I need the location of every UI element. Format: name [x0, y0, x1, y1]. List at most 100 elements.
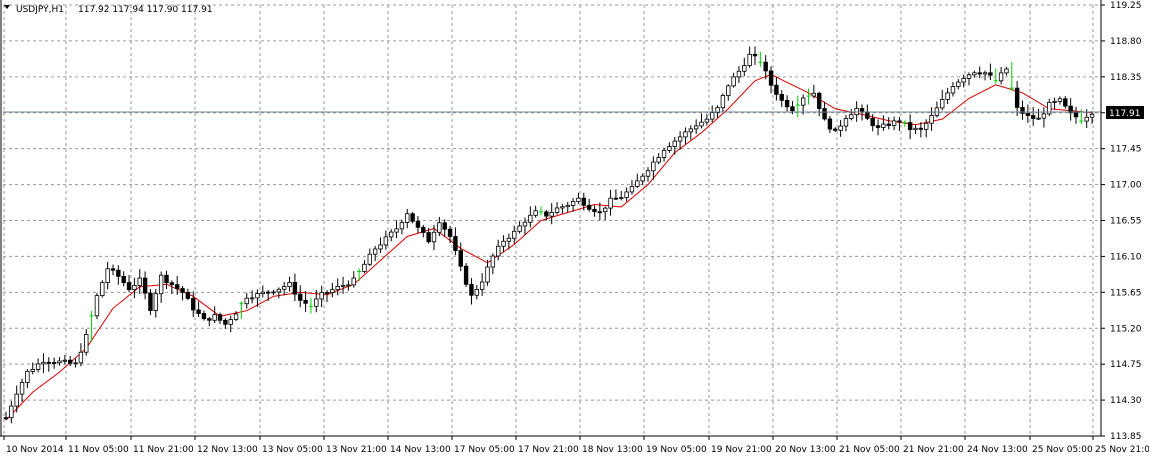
y-tick-label: 117.00: [1110, 181, 1142, 191]
candle: [431, 224, 437, 251]
candle: [645, 167, 651, 182]
candle: [51, 357, 57, 369]
candle: [100, 280, 105, 298]
candle-body: [570, 201, 576, 206]
candle-body: [501, 240, 506, 247]
candle-body: [388, 231, 394, 238]
x-tick-label: 20 Nov 13:00: [775, 445, 836, 455]
candle-body: [522, 221, 528, 227]
candle-body: [479, 281, 485, 290]
candle: [1036, 108, 1041, 121]
candle-body: [720, 95, 726, 109]
candle: [388, 229, 394, 242]
candle-body: [57, 360, 62, 364]
candle: [699, 113, 704, 129]
candle-body: [645, 170, 651, 177]
candle: [469, 278, 474, 305]
candle-body: [1057, 98, 1063, 102]
candle-body: [372, 248, 378, 255]
candle: [549, 203, 554, 225]
candle: [838, 119, 843, 137]
candle-body: [875, 125, 881, 128]
candle-body: [437, 222, 442, 233]
candle-body: [415, 220, 421, 228]
candle-body: [918, 127, 924, 130]
candle-body: [822, 108, 827, 120]
candle-body: [726, 85, 731, 96]
candle-body: [656, 157, 661, 163]
candle-body: [849, 114, 854, 119]
candle: [298, 285, 303, 308]
candle-body: [94, 295, 100, 317]
candle: [929, 107, 934, 131]
candle: [570, 198, 576, 212]
candle-body: [3, 417, 9, 420]
candle: [966, 72, 972, 86]
candle-body: [421, 226, 426, 233]
candle-body: [784, 99, 790, 108]
candle-body: [249, 297, 255, 300]
candle: [640, 173, 645, 186]
candle: [710, 105, 715, 123]
candle-body: [549, 212, 554, 217]
candle: [73, 358, 78, 368]
candle: [9, 400, 14, 424]
candle: [46, 357, 51, 372]
current-price-label-bg: [1106, 106, 1144, 119]
candle: [677, 131, 683, 150]
candle-body: [126, 282, 132, 291]
candle: [544, 209, 549, 221]
candle-body: [362, 263, 367, 272]
dropdown-arrow-icon[interactable]: [4, 5, 10, 9]
x-tick-label: 25 Nov 21:00: [1095, 445, 1149, 455]
candle-body: [410, 213, 415, 222]
candle: [956, 79, 961, 90]
candle-body: [870, 117, 875, 127]
candle-body: [576, 197, 581, 202]
x-tick-label: 10 Nov 2014: [6, 445, 64, 455]
candle-body: [661, 149, 667, 158]
candle-body: [180, 288, 185, 293]
candle: [14, 385, 19, 413]
candle-body: [768, 70, 774, 86]
candle-body: [110, 268, 116, 271]
candle: [276, 287, 282, 299]
candle: [453, 227, 458, 256]
candle: [201, 310, 207, 321]
candle-body: [281, 286, 287, 290]
x-tick-label: 17 Nov 05:00: [454, 445, 515, 455]
candle-body: [46, 361, 51, 364]
candle: [3, 411, 9, 421]
candle: [196, 301, 201, 317]
current-price-label: 117.91: [1106, 106, 1144, 119]
y-tick-label: 116.55: [1110, 217, 1142, 227]
x-axis-ticks: 10 Nov 2014 11 Nov 05:00 11 Nov 21:00 12 No…: [3, 436, 1149, 455]
candle-body: [212, 314, 217, 321]
candle: [736, 66, 742, 83]
candle: [533, 205, 538, 218]
candle: [132, 277, 137, 299]
candle-body: [383, 236, 389, 246]
candle-body: [699, 121, 704, 127]
candle: [378, 237, 383, 254]
candle-body: [800, 97, 806, 106]
candle-body: [629, 186, 635, 193]
candle: [68, 356, 73, 366]
candle: [881, 115, 886, 131]
candle: [619, 190, 624, 201]
candle: [249, 290, 255, 304]
candle: [806, 88, 811, 105]
candle: [720, 93, 726, 113]
candle: [924, 119, 929, 138]
candle: [1063, 96, 1068, 109]
symbol-label: USDJPY,H1: [16, 5, 64, 15]
candle: [945, 87, 950, 105]
candle-body: [731, 76, 736, 87]
candle: [726, 84, 731, 101]
candle: [217, 312, 223, 325]
candle-body: [463, 265, 469, 285]
candle-body: [255, 293, 260, 299]
candle: [415, 216, 421, 234]
candle-body: [453, 236, 458, 251]
